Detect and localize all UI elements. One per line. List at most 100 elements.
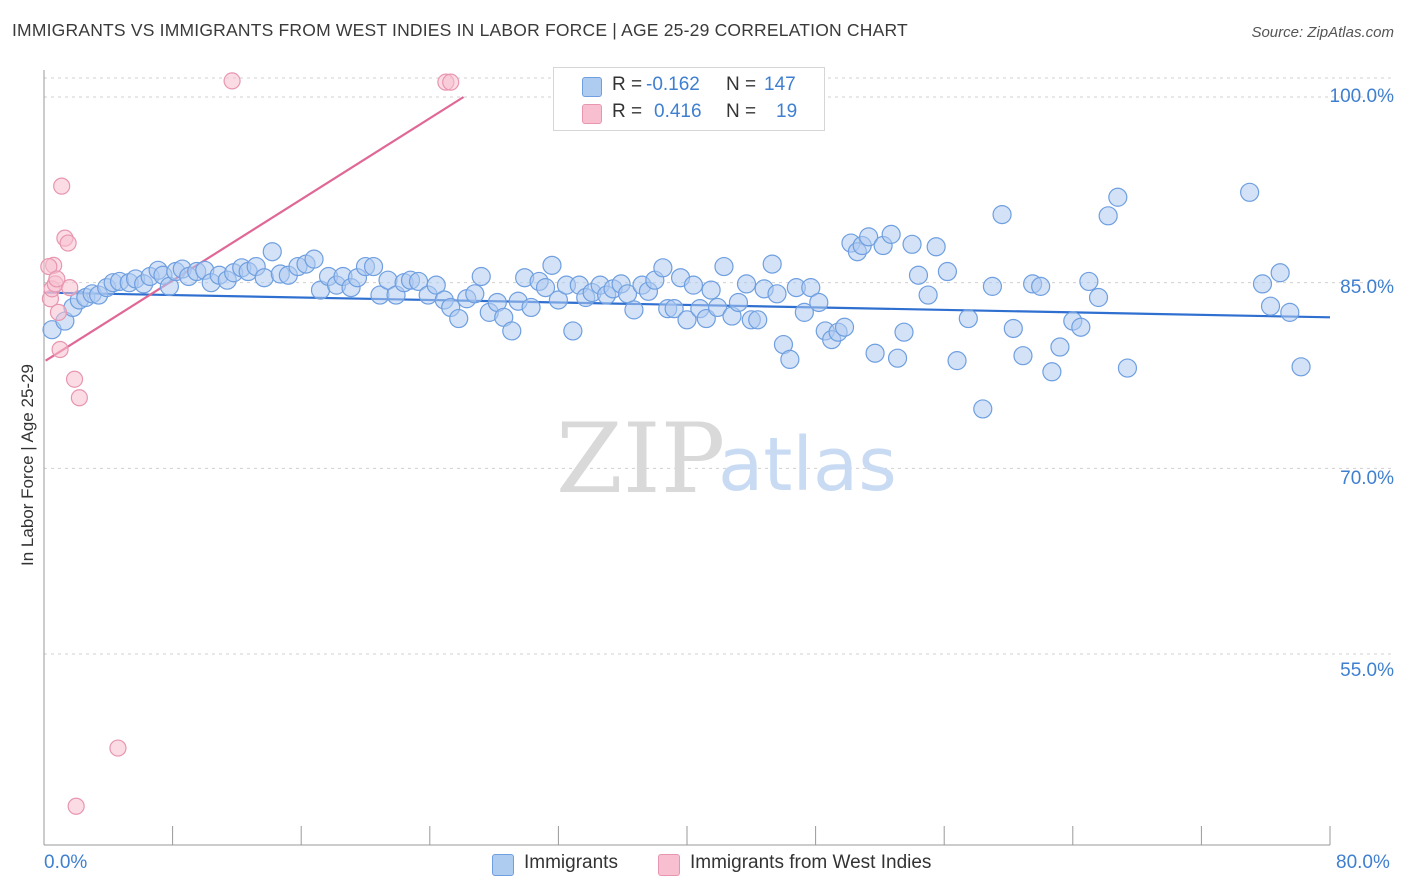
point-immigrants — [926, 237, 946, 257]
point-immigrants — [624, 300, 644, 320]
y-tick-55: 55.0% — [1340, 660, 1394, 681]
stats-legend: R = -0.162 N = 147 R = 0.416 N = 19 — [553, 67, 825, 131]
point-immigrants — [794, 302, 814, 322]
point-immigrants — [363, 256, 384, 277]
point-immigrants — [701, 280, 721, 300]
point-immigrants — [887, 348, 908, 368]
point-immigrants — [1291, 357, 1311, 377]
legend-row-immigrants: R = -0.162 N = 147 — [554, 74, 824, 100]
point-immigrants — [809, 292, 829, 313]
point-immigrants — [902, 234, 922, 254]
legend-n-label: N = — [726, 101, 757, 122]
point-immigrants — [894, 322, 914, 342]
point-immigrants — [548, 290, 569, 310]
legend-swatch-immigrants — [582, 77, 602, 97]
trend-lines — [43, 96, 1331, 362]
point-immigrants — [542, 255, 562, 275]
legend-row-west-indies: R = 0.416 N = 19 — [554, 101, 824, 127]
point-immigrants — [1079, 271, 1099, 292]
point-immigrants — [973, 399, 993, 419]
legend-swatch-west-indies — [658, 854, 680, 876]
x-tick-min: 0.0% — [44, 852, 88, 873]
y-axis-label: In Labor Force | Age 25-29 — [18, 364, 37, 566]
point-immigrants — [982, 276, 1003, 296]
point-immigrants — [653, 258, 673, 278]
point-immigrants — [908, 265, 929, 285]
watermark-atlas: atlas — [718, 422, 897, 508]
gridlines — [44, 77, 1392, 655]
point-west-indies — [223, 72, 241, 90]
point-immigrants — [683, 275, 704, 295]
legend-r-label: R = — [612, 74, 643, 95]
legend-swatch-west-indies — [582, 104, 602, 124]
legend-n-value: 19 — [776, 101, 798, 122]
point-immigrants — [958, 308, 978, 329]
point-immigrants — [918, 285, 938, 305]
point-immigrants — [780, 349, 800, 370]
point-immigrants — [762, 254, 782, 274]
point-immigrants — [834, 317, 855, 337]
point-west-indies — [49, 303, 68, 321]
point-west-indies — [442, 73, 460, 91]
point-immigrants — [1240, 182, 1260, 202]
point-immigrants — [465, 284, 485, 304]
point-immigrants — [937, 261, 958, 282]
point-immigrants — [1252, 274, 1273, 294]
point-west-indies — [70, 389, 88, 407]
legend-r-value: -0.162 — [646, 74, 700, 95]
point-immigrants — [563, 321, 583, 341]
point-immigrants — [1098, 206, 1118, 226]
bottom-legend: Immigrants Immigrants from West Indies — [0, 851, 1406, 879]
point-immigrants — [1088, 287, 1109, 308]
point-west-indies — [109, 739, 127, 757]
point-immigrants — [677, 310, 697, 330]
y-tick-85: 85.0% — [1340, 277, 1394, 298]
point-immigrants — [1013, 346, 1033, 366]
point-immigrants — [471, 266, 491, 287]
trend-line-west-indies — [45, 96, 465, 362]
point-immigrants — [502, 321, 522, 341]
point-west-indies — [67, 797, 85, 815]
point-immigrants — [304, 249, 324, 269]
point-immigrants — [748, 310, 768, 330]
trend-line-immigrants — [43, 291, 1331, 319]
legend-label-west-indies: Immigrants from West Indies — [690, 852, 932, 873]
point-west-indies — [48, 270, 66, 288]
point-immigrants — [1270, 263, 1290, 283]
point-immigrants — [736, 274, 757, 294]
source-label: Source: ZipAtlas.com — [1251, 24, 1394, 41]
point-immigrants — [728, 292, 749, 313]
point-immigrants — [992, 204, 1012, 225]
point-west-indies — [51, 340, 69, 359]
point-immigrants — [664, 299, 684, 319]
point-immigrants — [714, 256, 734, 277]
legend-n-label: N = — [726, 74, 757, 95]
point-immigrants — [521, 297, 541, 318]
x-tick-max: 80.0% — [1336, 852, 1390, 873]
point-west-indies — [65, 370, 84, 388]
point-west-indies — [61, 279, 79, 297]
axes — [43, 70, 1331, 846]
point-immigrants — [426, 275, 446, 295]
point-immigrants — [865, 343, 885, 363]
chart-title: IMMIGRANTS VS IMMIGRANTS FROM WEST INDIE… — [12, 20, 908, 40]
legend-label-immigrants: Immigrants — [524, 852, 618, 873]
point-immigrants — [1003, 318, 1023, 339]
point-immigrants — [767, 284, 787, 304]
point-immigrants — [1071, 317, 1091, 337]
legend-r-label: R = — [612, 101, 643, 122]
point-immigrants — [449, 308, 469, 329]
point-immigrants — [859, 227, 879, 247]
point-west-indies — [59, 234, 77, 252]
legend-swatch-immigrants — [492, 854, 514, 876]
legend-r-value: 0.416 — [654, 101, 702, 122]
point-immigrants — [1031, 276, 1051, 296]
point-immigrants — [262, 242, 282, 262]
point-immigrants — [881, 224, 901, 244]
point-immigrants — [1117, 358, 1138, 378]
point-immigrants — [535, 278, 556, 298]
legend-n-value: 147 — [764, 74, 796, 95]
points-immigrants — [42, 182, 1311, 419]
